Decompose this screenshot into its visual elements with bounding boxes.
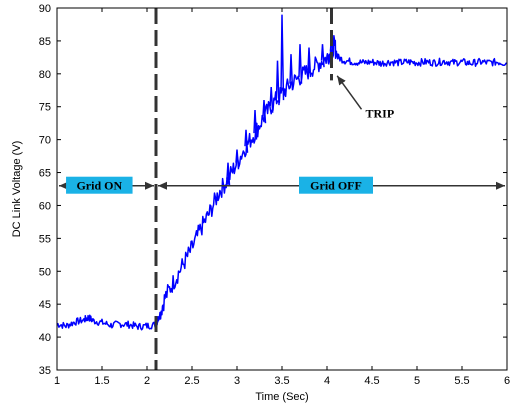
x-tick-label: 3	[234, 375, 240, 387]
layer-ticks: 1 1.5 2 2.5 3 3.5 4 4.5 5 5.5 6 35 40 45 50 55 60 65 70 75 8…	[39, 3, 510, 387]
x-tick-label: 4.5	[364, 375, 379, 387]
x-tick-label: 2	[144, 375, 150, 387]
series-spike	[275, 60, 280, 106]
y-tick-label: 45	[39, 299, 51, 311]
series-spike	[253, 109, 258, 140]
y-axis-label: DC Link Voltage (V)	[11, 141, 23, 238]
series-line	[56, 34, 508, 331]
y-tick-label: 50	[39, 266, 51, 278]
y-tick-label: 75	[39, 102, 51, 114]
series-spike	[298, 44, 303, 84]
y-tick-label: 80	[39, 69, 51, 81]
region-label-box	[299, 176, 373, 194]
x-tick-label: 1	[54, 375, 60, 387]
y-tick-label: 90	[39, 3, 51, 15]
region-label: Grid ON	[76, 179, 122, 193]
trip-arrow	[336, 75, 363, 110]
y-tick-label: 85	[39, 36, 51, 48]
x-axis-label: Time (Sec)	[255, 391, 308, 403]
y-tick-label: 35	[39, 365, 51, 377]
series-spike	[226, 162, 231, 186]
region-label-box	[66, 176, 133, 194]
x-tick-label: 3.5	[274, 375, 289, 387]
x-tick-label: 2.5	[184, 375, 199, 387]
x-tick-label: 5.5	[454, 375, 469, 387]
region-label: Grid OFF	[310, 179, 362, 193]
trip-label: TRIP	[366, 106, 395, 120]
series-spike	[269, 86, 274, 113]
layer-lines	[56, 14, 508, 331]
y-tick-label: 65	[39, 168, 51, 180]
series-spike	[289, 54, 294, 91]
y-tick-label: 55	[39, 233, 51, 245]
series-spike	[320, 44, 325, 68]
x-tick-label: 5	[414, 375, 420, 387]
series-spike	[235, 149, 240, 170]
series-spike	[244, 129, 249, 153]
y-tick-label: 40	[39, 332, 51, 344]
layer-annotations: Grid ON Grid OFF TRIP	[59, 8, 505, 370]
series-spike	[307, 47, 312, 78]
y-tick-label: 70	[39, 135, 51, 147]
y-tick-label: 60	[39, 200, 51, 212]
x-tick-label: 4	[324, 375, 330, 387]
series-spike	[262, 100, 267, 124]
series-spike	[280, 14, 285, 101]
x-tick-label: 1.5	[94, 375, 109, 387]
x-tick-label: 6	[504, 375, 510, 387]
